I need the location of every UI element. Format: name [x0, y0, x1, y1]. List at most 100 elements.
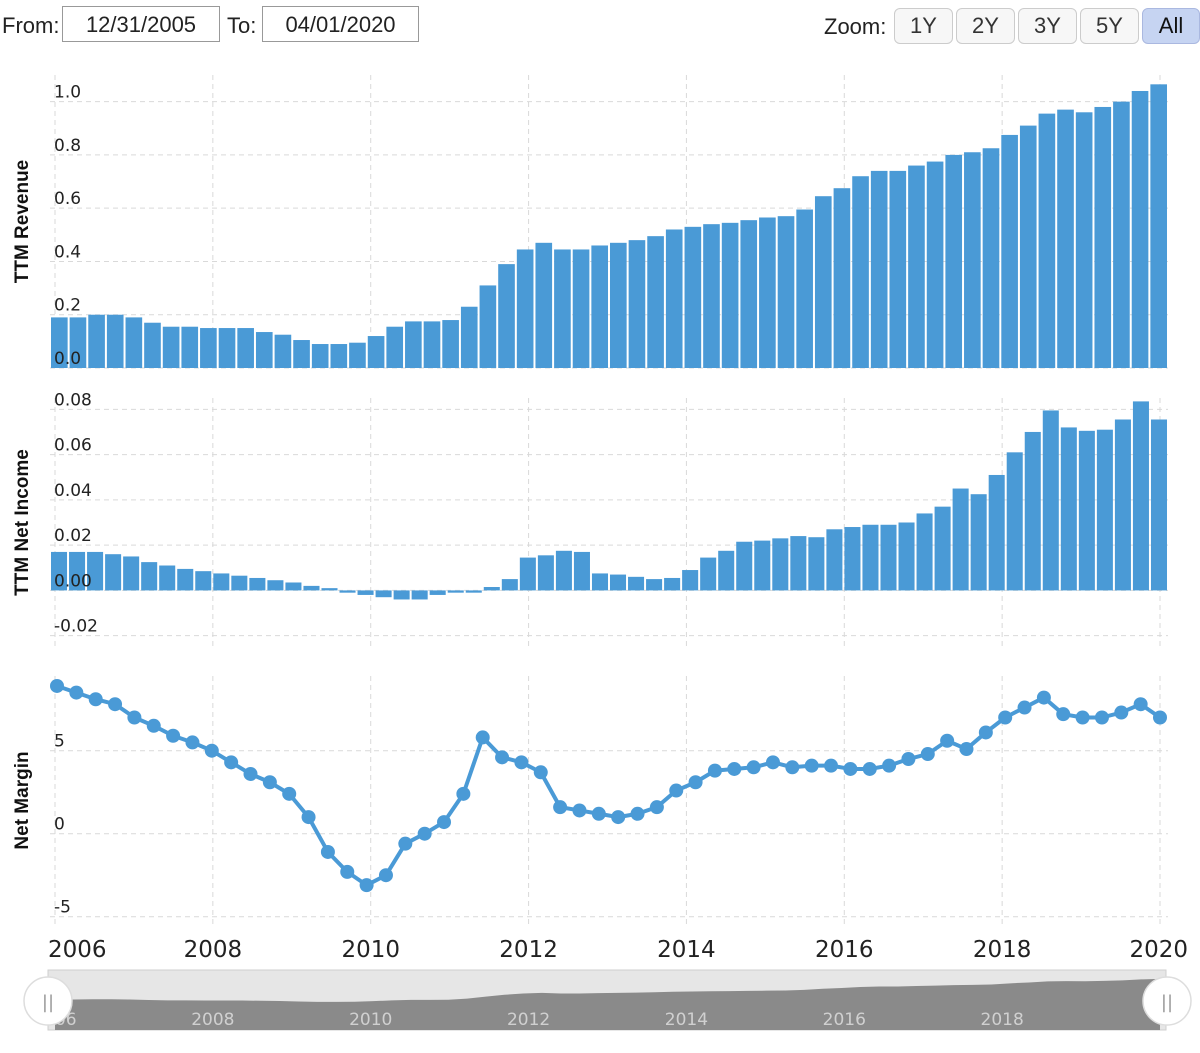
zoom-label: Zoom: [824, 14, 887, 39]
bar [411, 590, 428, 600]
bar [479, 285, 497, 368]
bar [684, 226, 702, 368]
y-tick-label: 0.6 [54, 189, 81, 209]
bar [952, 488, 969, 591]
zoom-1y-button[interactable]: 1Y [894, 8, 953, 44]
bar [970, 494, 987, 591]
zoom-2y-button[interactable]: 2Y [956, 8, 1015, 44]
y-tick-label: 0.00 [54, 571, 92, 591]
panel-1: TTM Revenue 0.0 0.2 0.4 0.6 0.8 1.0 [12, 75, 1168, 369]
data-point [649, 800, 664, 815]
y-tick-label: 5 [54, 732, 65, 752]
bar [1042, 410, 1059, 591]
data-point [495, 750, 510, 765]
bar [964, 152, 981, 368]
from-date-input[interactable]: 12/31/2005 [62, 6, 220, 42]
y-tick-label: 0 [54, 815, 65, 835]
bar [311, 344, 329, 368]
navigator-right-handle[interactable]: || [1142, 976, 1192, 1026]
zoom-3y-button[interactable]: 3Y [1018, 8, 1077, 44]
bar [718, 550, 735, 591]
bar [862, 524, 879, 591]
navigator-tick-label: 2012 [507, 1010, 550, 1030]
bar [423, 321, 441, 368]
data-point [50, 678, 64, 693]
bar [870, 170, 888, 368]
bar [69, 551, 86, 591]
bar [1075, 112, 1093, 368]
x-tick-label: 2016 [815, 937, 874, 963]
bar [1131, 90, 1149, 369]
bar [106, 314, 124, 368]
data-point [417, 826, 432, 841]
bar [393, 590, 410, 600]
bar [200, 328, 217, 368]
zoom-all-button[interactable]: All [1142, 8, 1200, 44]
navigator-left-handle[interactable]: || [23, 976, 73, 1026]
bar [740, 220, 758, 368]
panel-3: Net Margin -5 0 5 [12, 676, 1168, 925]
bar [1096, 429, 1113, 591]
data-point [320, 844, 335, 859]
zoom-5y-button[interactable]: 5Y [1080, 8, 1139, 44]
bar [1150, 419, 1167, 591]
bar [844, 527, 861, 591]
y-tick-label: 0.08 [54, 390, 92, 410]
data-point [707, 763, 722, 778]
bar [162, 326, 180, 368]
bar [405, 321, 422, 368]
data-point [301, 810, 316, 825]
bar [889, 170, 907, 368]
bar [274, 334, 292, 368]
data-point [998, 710, 1013, 725]
bar [700, 557, 717, 591]
data-point [727, 761, 742, 776]
y-tick-label: 0.06 [54, 436, 92, 456]
data-point [611, 810, 626, 825]
data-point [166, 728, 181, 743]
bar [231, 575, 248, 591]
bar [610, 242, 627, 368]
bar [934, 506, 951, 591]
data-point [398, 836, 413, 851]
bar [386, 326, 404, 368]
y-axis-title: TTM Net Income [12, 449, 33, 596]
y-tick-label: -5 [54, 898, 71, 918]
data-point [340, 864, 355, 879]
bar [501, 579, 518, 591]
data-point [669, 783, 684, 798]
bar [483, 587, 500, 591]
data-point [940, 733, 955, 748]
to-date-input[interactable]: 04/01/2020 [262, 6, 419, 42]
bar [339, 590, 356, 593]
y-tick-label: -0.02 [54, 617, 98, 637]
data-point [746, 760, 761, 775]
toolbar: From: 12/31/2005 To: 04/01/2020 Zoom: 1Y… [0, 0, 1200, 50]
y-axis-title: TTM Revenue [12, 160, 33, 284]
bar [777, 216, 795, 368]
bar [460, 306, 478, 368]
to-label: To: [227, 13, 257, 38]
bar [916, 513, 933, 591]
bar [572, 249, 590, 368]
bar [982, 148, 1000, 368]
bar [69, 317, 87, 368]
data-point [359, 878, 374, 893]
y-tick-label: 1.0 [54, 83, 81, 103]
data-point [224, 755, 239, 770]
bar [754, 540, 771, 591]
bar [628, 576, 645, 591]
data-point [843, 761, 858, 776]
bar [664, 577, 681, 591]
bar [237, 328, 254, 368]
handle-knob[interactable] [23, 976, 73, 1026]
data-point [1114, 705, 1129, 720]
bar [555, 550, 572, 591]
navigator-series-area [55, 978, 1160, 1030]
bar [647, 236, 664, 368]
data-point [1075, 710, 1090, 725]
bar [554, 249, 571, 368]
handle-knob[interactable] [1142, 976, 1192, 1026]
bar [1113, 101, 1130, 369]
